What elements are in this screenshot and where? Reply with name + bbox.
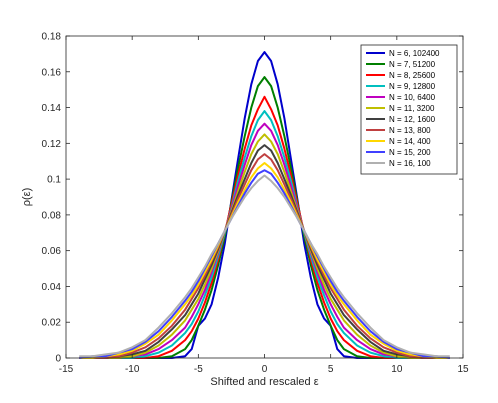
y-tick-label: 0.08: [42, 210, 62, 221]
series-line-10: [79, 169, 450, 359]
y-tick-label: 0.18: [42, 32, 62, 43]
legend-entry: N = 8, 25600: [389, 71, 436, 80]
y-tick-label: 0.12: [42, 139, 62, 150]
series-line-9: [79, 162, 450, 359]
x-tick-label: -15: [59, 364, 74, 375]
y-tick-label: 0.04: [42, 282, 62, 293]
y-tick-label: 0.02: [42, 318, 62, 329]
axes-layer: -15 -10 -5 0 5 10 15 0 0.02 0.04 0.06 0.08 0.1 0.12 0.…: [42, 32, 469, 376]
legend-entry: N = 16, 100: [389, 159, 431, 168]
x-tick-label: 15: [457, 364, 469, 375]
x-tick-label: -5: [194, 364, 203, 375]
series-line-7: [79, 144, 450, 359]
legend-entry: N = 15, 200: [389, 148, 431, 157]
y-tick-label: 0: [55, 354, 61, 365]
legend-entry: N = 9, 12800: [389, 82, 436, 91]
y-tick-label: 0.16: [42, 67, 62, 78]
series-line-5: [79, 122, 450, 359]
x-tick-label: 10: [391, 364, 403, 375]
series-line-6: [79, 133, 450, 359]
legend-entry: N = 14, 400: [389, 137, 431, 146]
series-layer: [79, 51, 450, 359]
x-tick-label: -10: [125, 364, 140, 375]
x-tick-label: 0: [262, 364, 268, 375]
legend-entry: N = 12, 1600: [389, 115, 436, 124]
legend: N = 6, 102400 N = 7, 51200 N = 8, 25600 N =…: [360, 44, 458, 175]
series-line-2: [79, 76, 450, 359]
legend-entry: N = 11, 3200: [389, 104, 435, 113]
x-axis-label: Shifted and rescaled ε: [210, 376, 318, 388]
legend-entry: N = 6, 102400: [389, 49, 440, 58]
legend-entry: N = 13, 800: [389, 126, 431, 135]
series-line-8: [79, 153, 450, 359]
y-tick-label: 0.06: [42, 246, 62, 257]
y-axis-label: ρ(ε): [21, 188, 33, 207]
series-line-4: [79, 110, 450, 359]
x-tick-label: 5: [328, 364, 334, 375]
y-tick-label: 0.14: [42, 103, 62, 114]
series-line-3: [79, 95, 450, 359]
legend-entry: N = 7, 51200: [389, 60, 436, 69]
series-line-11: [79, 174, 450, 358]
legend-entry: N = 10, 6400: [389, 93, 436, 102]
y-tick-label: 0.1: [47, 175, 61, 186]
